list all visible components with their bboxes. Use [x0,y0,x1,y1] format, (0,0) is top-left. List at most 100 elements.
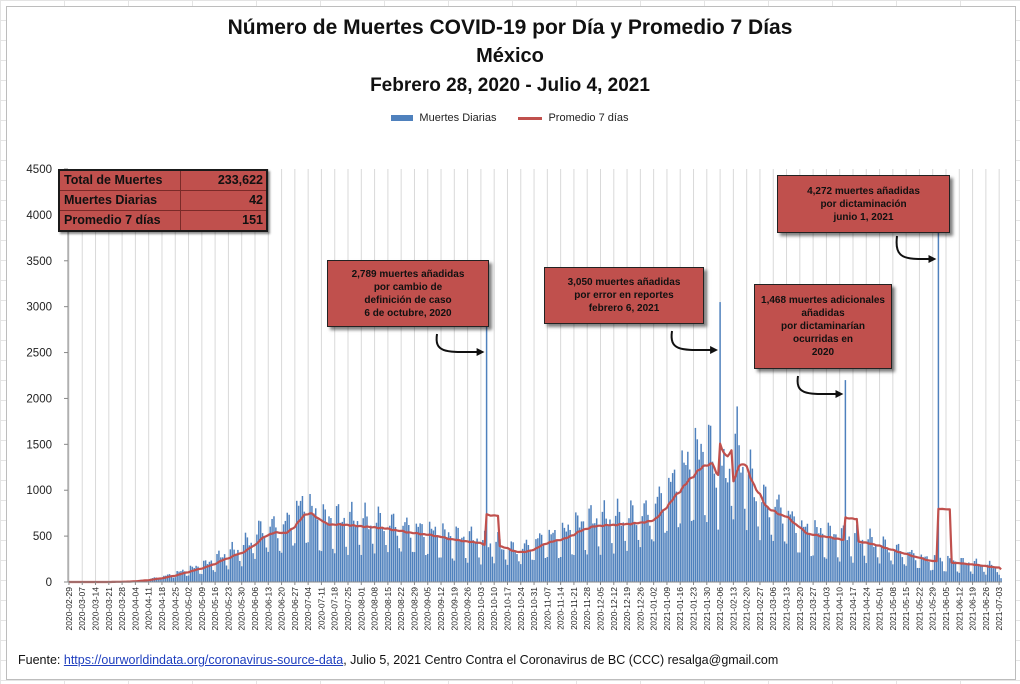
daily-bar [341,521,344,582]
daily-bar [352,520,355,582]
daily-bar [360,554,363,582]
daily-bar [292,545,294,582]
daily-bar [485,326,488,582]
x-tick-label: 2020-08-29 [409,587,419,631]
daily-bar [907,552,909,582]
source-link[interactable]: https://ourworldindata.org/coronavirus-s… [63,653,344,667]
x-tick-label: 2021-01-02 [649,587,659,631]
daily-bar [364,502,366,582]
daily-bar [220,557,222,582]
x-tick-label: 2021-03-13 [782,587,792,631]
x-tick-label: 2020-04-04 [130,587,140,631]
x-tick-label: 2021-01-30 [702,587,712,631]
daily-bar [630,500,632,582]
daily-bar [343,517,345,582]
daily-bar [235,553,237,582]
daily-bar [800,520,803,582]
daily-bar [502,549,505,582]
daily-bar [584,550,587,582]
x-tick-label: 2021-03-27 [808,587,818,631]
daily-bar [958,572,961,582]
daily-bar [351,501,353,582]
daily-bar [884,539,886,582]
daily-bar [237,549,239,582]
x-tick-label: 2020-08-01 [356,587,366,631]
daily-bar [933,555,936,582]
daily-bar [256,534,258,582]
daily-bar [996,572,998,582]
y-tick-label: 500 [33,531,52,543]
chart-footer: Fuente: https://ourworldindata.org/coron… [18,653,778,667]
daily-bar [977,564,980,582]
x-tick-label: 2020-07-04 [303,587,313,631]
daily-bar [882,536,885,582]
daily-bar [825,558,828,582]
daily-bar [499,539,501,582]
daily-bar [613,553,615,582]
x-tick-label: 2020-03-14 [91,587,101,631]
daily-bar [552,532,554,582]
daily-bar [533,560,535,582]
daily-bar [195,565,197,582]
daily-bar [491,556,494,582]
daily-bar [645,500,647,582]
daily-bar [846,540,849,582]
daily-bar [768,517,771,582]
daily-bar [869,528,871,582]
daily-bar [829,525,831,582]
x-tick-label: 2020-09-12 [436,587,446,631]
daily-bar [641,516,643,582]
daily-bar [850,556,852,582]
daily-bar [347,554,349,582]
daily-bar [947,555,949,582]
daily-bar [810,556,812,582]
daily-bar [721,465,723,582]
daily-bar [687,451,689,582]
daily-bar [495,541,497,582]
x-tick-label: 2020-06-27 [290,587,300,631]
daily-bar [922,557,924,582]
daily-bar [837,557,839,582]
daily-bar [216,554,218,582]
daily-bar [411,551,414,582]
daily-bar [897,543,900,582]
daily-bar [510,541,513,582]
daily-bar [423,537,425,582]
x-tick-label: 2021-02-13 [728,587,738,631]
daily-bar [802,526,805,582]
daily-bar [259,521,262,582]
daily-bar [969,571,972,582]
daily-bar [749,449,752,582]
daily-bar [546,556,549,582]
x-tick-label: 2020-11-21 [569,587,579,630]
daily-bar [263,536,266,582]
daily-bar [324,509,326,582]
daily-bar [941,561,943,582]
x-tick-label: 2021-06-19 [968,587,978,631]
daily-bar [797,552,799,582]
chart-subtitle-country: México [476,45,544,67]
daily-bar [476,538,478,582]
x-tick-label: 2020-12-05 [595,587,605,631]
annotation-callout-feb-2021: 3,050 muertes añadidas por error en repo… [544,267,704,324]
daily-bar [381,528,383,582]
daily-bar [311,505,313,582]
daily-bar [930,570,932,582]
daily-bar [172,577,175,582]
daily-bar [370,525,372,582]
daily-bar [666,530,668,582]
x-tick-label: 2021-04-17 [848,587,858,631]
daily-bar [576,515,579,582]
daily-bar [404,522,406,582]
daily-bar [571,554,573,582]
daily-bar [478,557,480,582]
daily-bar [622,522,625,582]
daily-bar [185,575,188,582]
daily-bar [514,550,516,582]
x-tick-label: 2020-12-19 [622,587,632,631]
daily-bar [246,537,249,582]
daily-bar [417,526,419,582]
daily-bar [888,552,890,582]
daily-bar [747,474,750,582]
daily-bar [901,557,904,582]
